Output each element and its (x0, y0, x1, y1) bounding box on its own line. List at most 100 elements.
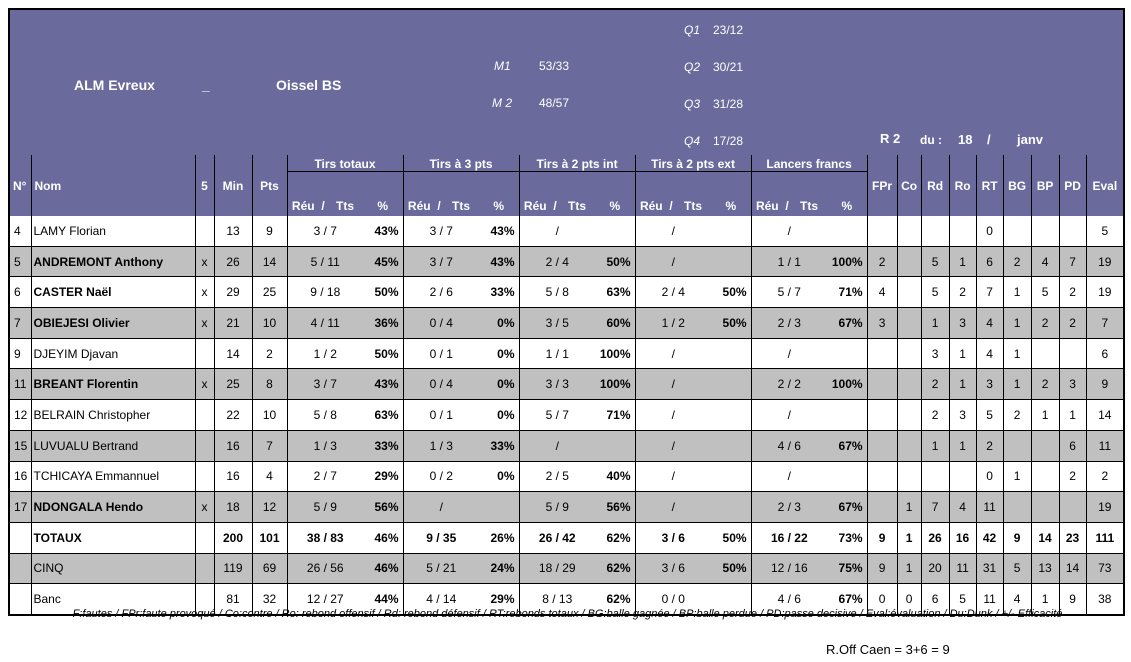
col-pts: Pts (251, 155, 287, 216)
stat-pd: 7 (1058, 245, 1087, 277)
shots-made-attempted: 26 / 42 (518, 521, 596, 554)
shots-made-attempted: 1 / 3 (402, 429, 479, 461)
shots-made-attempted: 3 / 5 (518, 307, 596, 339)
stat-rt: 11 (975, 491, 1004, 523)
stat-ro (948, 216, 977, 247)
player-row: 17 NDONGALA Hendo x 18 12 5 / 9 56%/5 / 9 56%/2… (9, 491, 1125, 523)
offensive-rebound-note: R.Off Caen = 3+6 = 9 (826, 642, 950, 657)
stat-bg: 1 (1002, 276, 1032, 308)
shot-percentage (711, 429, 752, 461)
player-number (9, 552, 31, 584)
starter-mark (194, 552, 214, 584)
shots-made-attempted: 5 / 7 (518, 399, 596, 431)
stats-table: N° Nom 5 Min Pts Tirs totaux Tirs à 3 pt… (8, 155, 1126, 616)
shot-percentage: 50% (363, 276, 403, 308)
subcol-slash: / (319, 171, 327, 216)
stat-rt: 7 (975, 276, 1004, 308)
stat-ev: 111 (1085, 521, 1125, 554)
shot-percentage: 67% (827, 429, 868, 461)
shots-made-attempted: 12 / 27 (286, 583, 363, 615)
player-number: 15 (9, 429, 31, 461)
stat-bg (1002, 491, 1032, 523)
shots-made-attempted: 16 / 22 (750, 521, 828, 554)
shots-made-attempted: 12 / 16 (750, 552, 828, 584)
shot-percentage: 62% (595, 552, 636, 584)
stat-rt: 4 (975, 307, 1004, 339)
shots-made-attempted: / (634, 491, 712, 523)
player-number (9, 583, 31, 615)
totals-row: Banc 81 32 12 / 27 44% 4 / 14 29% 8 / 13 62% 0 / … (9, 583, 1125, 615)
stat-rt: 5 (975, 399, 1004, 431)
stat-ev: 6 (1085, 337, 1125, 369)
shot-percentage (479, 491, 520, 523)
stat-ev: 73 (1085, 552, 1125, 584)
stat-fpr (866, 216, 898, 247)
stat-rd: 2 (920, 399, 950, 431)
stat-ro: 11 (948, 552, 977, 584)
m1-label: M1 (494, 59, 511, 73)
stat-pd (1058, 216, 1087, 247)
shots-made-attempted: 2 / 3 (750, 491, 828, 523)
stat-co (896, 245, 922, 277)
player-name: CINQ (30, 552, 195, 584)
col-rt: RT (975, 155, 1004, 216)
points: 8 (251, 368, 287, 400)
shots-made-attempted: 4 / 6 (750, 583, 828, 615)
shots-made-attempted: / (518, 216, 596, 247)
shot-percentage: 0% (479, 337, 520, 369)
shot-percentage: 62% (595, 521, 636, 554)
away-team: Oissel BS (276, 77, 342, 93)
starter-mark (194, 337, 214, 369)
q1-label: Q1 (684, 23, 701, 37)
shot-percentage: 33% (479, 276, 520, 308)
shots-made-attempted: 5 / 8 (286, 399, 363, 431)
stat-ev: 19 (1085, 245, 1125, 277)
shot-percentage: 40% (595, 460, 636, 492)
shots-made-attempted: 2 / 6 (402, 276, 479, 308)
shots-made-attempted: 2 / 2 (750, 368, 828, 400)
shots-made-attempted: / (750, 399, 828, 431)
stat-bp: 2 (1030, 307, 1060, 339)
stat-pd (1058, 491, 1087, 523)
subcol-slash: / (551, 171, 560, 216)
points: 25 (251, 276, 287, 308)
stat-fpr: 3 (866, 307, 898, 339)
stat-rd: 1 (920, 307, 950, 339)
minutes: 16 (213, 460, 252, 492)
stat-fpr: 4 (866, 276, 898, 308)
stat-bp (1030, 460, 1060, 492)
player-name: Banc (30, 583, 195, 615)
player-number: 16 (9, 460, 31, 492)
starter-mark: x (194, 307, 214, 339)
shot-percentage: 29% (363, 460, 403, 492)
subcol-tts: Tts (443, 171, 479, 216)
shot-percentage: 67% (827, 583, 868, 615)
shot-percentage (827, 216, 868, 247)
player-name: TOTAUX (30, 521, 195, 554)
player-name: BREANT Florentin (30, 368, 195, 400)
shots-made-attempted: 8 / 13 (518, 583, 596, 615)
player-row: 7 OBIEJESI Olivier x 21 10 4 / 11 36% 0 / 4 0% 3 … (9, 307, 1125, 339)
player-number: 7 (9, 307, 31, 339)
player-row: 5 ANDREMONT Anthony x 26 14 5 / 11 45% 3 / 7 43%… (9, 245, 1125, 277)
shot-percentage: 75% (827, 552, 868, 584)
shot-percentage: 50% (711, 307, 752, 339)
stat-rt: 31 (975, 552, 1004, 584)
shot-percentage: 50% (711, 276, 752, 308)
stat-rd: 6 (920, 583, 950, 615)
stat-ev: 2 (1085, 460, 1125, 492)
stat-rd: 5 (920, 276, 950, 308)
shot-percentage (711, 460, 752, 492)
stat-bg: 2 (1002, 245, 1032, 277)
subcol-tts: Tts (791, 171, 828, 216)
shot-percentage (827, 460, 868, 492)
stat-co: 0 (896, 583, 922, 615)
points: 10 (251, 399, 287, 431)
shot-percentage: 46% (363, 521, 403, 554)
shot-percentage: 100% (595, 337, 636, 369)
stat-pd: 2 (1058, 307, 1087, 339)
starter-mark (194, 460, 214, 492)
stat-ev: 7 (1085, 307, 1125, 339)
stat-ro: 16 (948, 521, 977, 554)
